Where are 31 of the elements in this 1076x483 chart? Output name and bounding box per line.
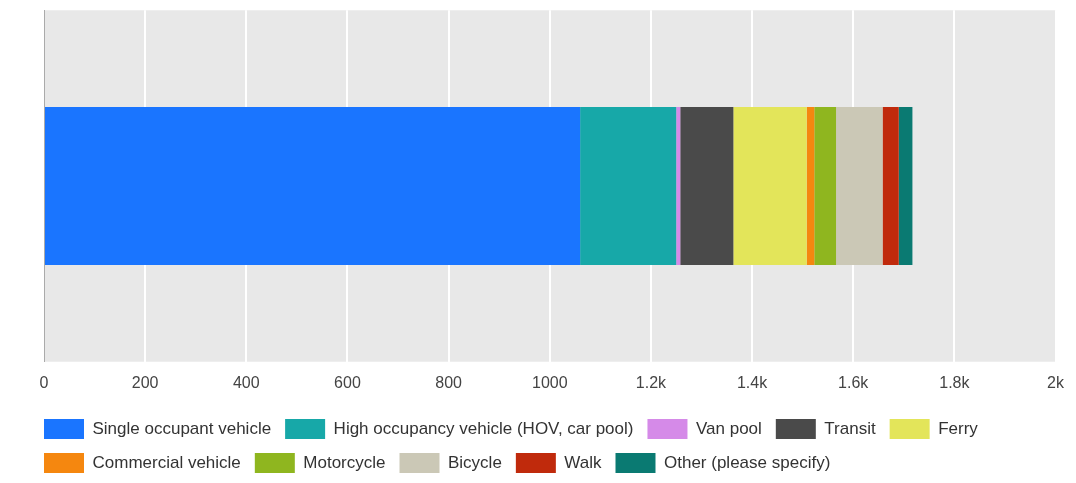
legend-label: Commercial vehicle	[92, 452, 241, 472]
x-tick-label: 800	[435, 373, 463, 391]
legend-label: Ferry	[938, 418, 979, 438]
bar	[836, 106, 883, 266]
bar	[733, 106, 807, 266]
x-tick-label: 1.4k	[736, 373, 769, 391]
legend-label: Walk	[564, 452, 602, 472]
bar	[806, 106, 815, 266]
bar	[676, 106, 681, 266]
bar	[814, 106, 837, 266]
x-tick-label: 1000	[531, 373, 568, 391]
x-tick-label: 200	[131, 373, 159, 391]
legend-label: Single occupant vehicle	[92, 418, 272, 438]
x-tick-label: 0	[39, 373, 49, 391]
bar	[898, 106, 913, 266]
bar	[45, 106, 581, 266]
x-tick-label: 1.8k	[939, 373, 971, 391]
bar	[680, 106, 734, 266]
legend-label: High occupancy vehicle (HOV, car pool)	[333, 418, 634, 438]
bar	[580, 106, 677, 266]
legend-label: Transit	[824, 418, 876, 438]
x-tick-label: 1.6k	[838, 373, 870, 391]
legend-label: Motorcycle	[303, 452, 386, 472]
bar	[882, 106, 899, 266]
legend-label: Van pool	[695, 418, 762, 438]
x-tick-label: 400	[232, 373, 260, 391]
x-tick-label: 1.2k	[635, 373, 668, 391]
legend-label: Other (please specify)	[664, 452, 831, 472]
x-tick-label: 600	[334, 373, 361, 391]
legend-label: Bicycle	[448, 452, 502, 472]
x-tick-label: 2k	[1047, 373, 1065, 391]
